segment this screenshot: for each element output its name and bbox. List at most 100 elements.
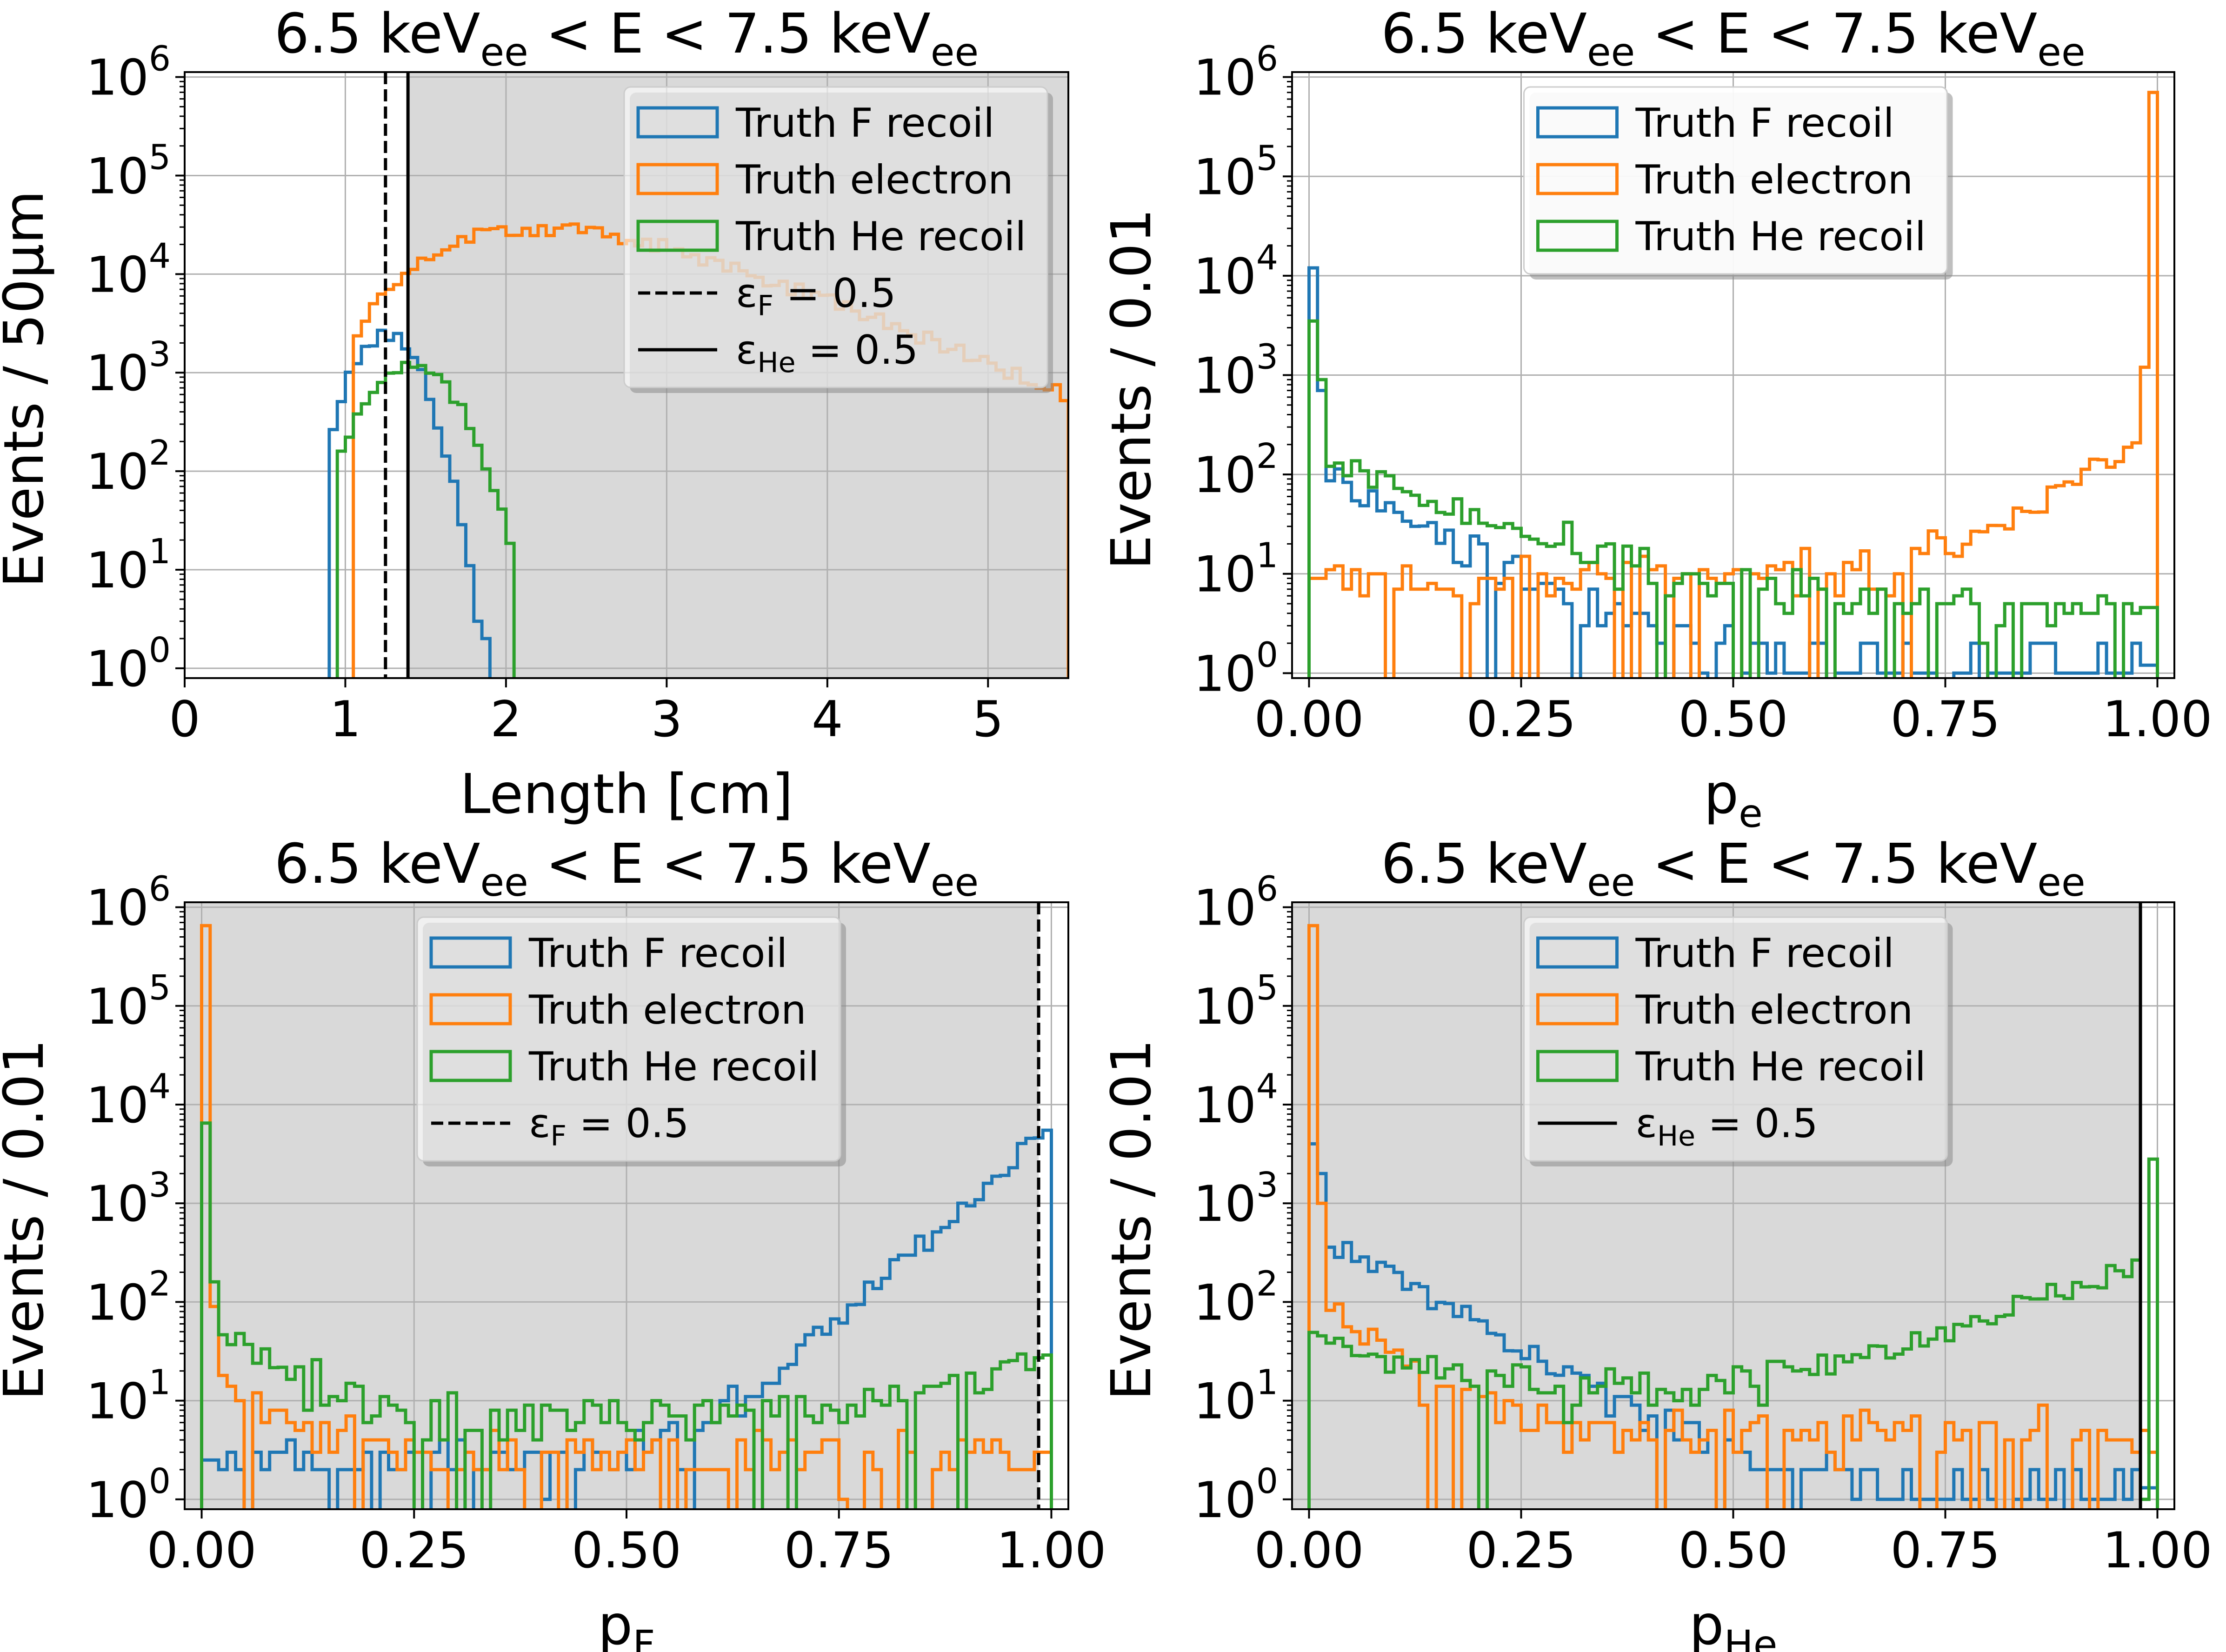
y-tick-label: 102 <box>86 1264 171 1331</box>
legend-swatch-f_recoil <box>636 106 719 139</box>
legend-swatch-he_recoil <box>1536 220 1619 252</box>
x-tick-label: 1.00 <box>2103 1522 2213 1579</box>
chart-title: 6.5 keVee < E < 7.5 keVee <box>274 1 979 75</box>
legend-swatch-he_recoil <box>1536 1050 1619 1082</box>
y-tick-label: 100 <box>1193 635 1278 702</box>
chart-length: 0 1 2 3 4 5 100 101 102 103 104 105 106 6.5 keVee < E… <box>0 1 1069 826</box>
y-tick-label: 100 <box>86 630 171 698</box>
legend-label: Truth electron <box>1635 987 1913 1033</box>
chart-pHe: 0.00 0.25 0.50 0.75 1.00 100 101 102 103 104 105 10… <box>1099 832 2213 1652</box>
x-axis-label: pHe <box>1689 1593 1778 1652</box>
y-tick-label: 100 <box>86 1461 171 1529</box>
legend: Truth F recoil Truth electron Truth He rec… <box>1523 86 1953 280</box>
legend-label: Truth F recoil <box>1635 100 1894 147</box>
x-tick-label: 1.00 <box>2103 691 2213 748</box>
legend-label: εF = 0.5 <box>736 270 896 322</box>
x-tick-label: 0.25 <box>1466 691 1576 748</box>
y-tick-label: 102 <box>1193 436 1278 504</box>
y-tick-label: 103 <box>86 1165 171 1232</box>
y-tick-label: 105 <box>86 137 171 205</box>
x-axis-label: Length [cm] <box>460 762 793 826</box>
chart-pe: 0.00 0.25 0.50 0.75 1.00 100 101 102 103 104 105 10… <box>1099 1 2213 836</box>
y-axis-label: Events / 0.01 <box>1099 208 1163 570</box>
y-tick-label: 101 <box>86 1363 171 1430</box>
legend-label: εF = 0.5 <box>529 1100 689 1152</box>
legend-box <box>1523 916 1948 1162</box>
x-tick-label: 0.50 <box>572 1522 681 1579</box>
legend-box <box>623 86 1048 388</box>
legend-label: Truth F recoil <box>1635 930 1894 977</box>
legend-swatch-electron <box>1536 993 1619 1026</box>
x-axis-label: pF <box>598 1593 655 1652</box>
x-tick-label: 5 <box>973 691 1004 748</box>
y-axis-label: Events / 50μm <box>0 190 56 587</box>
y-tick-label: 104 <box>1193 238 1278 305</box>
legend-swatch-f_recoil <box>1536 106 1619 139</box>
legend-label: Truth He recoil <box>528 1044 819 1090</box>
y-tick-label: 102 <box>1193 1264 1278 1331</box>
y-tick-label: 106 <box>86 39 171 107</box>
legend-swatch-f_recoil <box>429 936 512 969</box>
y-tick-label: 102 <box>86 433 171 500</box>
legend-swatch-he_recoil <box>429 1050 512 1082</box>
legend: Truth F recoil Truth electron Truth He rec… <box>416 916 846 1166</box>
y-axis-label: Events / 0.01 <box>1099 1039 1163 1400</box>
histogram-group <box>1307 91 2159 678</box>
histogram-he_recoil <box>1307 1157 2159 1509</box>
legend-label: Truth electron <box>1635 157 1913 203</box>
y-tick-label: 101 <box>1193 536 1278 603</box>
legend-label: Truth He recoil <box>735 213 1026 260</box>
y-tick-label: 100 <box>1193 1461 1278 1529</box>
x-tick-label: 0.50 <box>1678 1522 1788 1579</box>
legend-label: Truth F recoil <box>735 100 994 147</box>
chart-pF: 0.00 0.25 0.50 0.75 1.00 100 101 102 103 104 105 10… <box>0 832 1106 1652</box>
y-tick-label: 106 <box>1193 869 1278 937</box>
chart-title: 6.5 keVee < E < 7.5 keVee <box>1381 832 2085 905</box>
plot-frame <box>184 71 1069 679</box>
y-tick-label: 104 <box>86 1066 171 1134</box>
x-tick-label: 3 <box>651 691 682 748</box>
y-axis-label: Events / 0.01 <box>0 1039 56 1400</box>
x-tick-label: 1.00 <box>996 1522 1106 1579</box>
legend-label: εHe = 0.5 <box>736 327 918 379</box>
x-tick-label: 0.00 <box>1254 1522 1364 1579</box>
y-tick-label: 105 <box>86 968 171 1035</box>
legend-box <box>1523 86 1948 275</box>
histogram-f_recoil <box>1307 1142 2159 1509</box>
histogram-electron <box>1307 924 2159 1509</box>
x-tick-label: 0.25 <box>1466 1522 1576 1579</box>
histogram-group <box>200 924 1053 1509</box>
legend-box <box>416 916 841 1162</box>
x-tick-label: 4 <box>812 691 843 748</box>
histogram-group <box>1307 924 2159 1509</box>
legend-swatch-electron <box>1536 163 1619 195</box>
histogram-f_recoil <box>327 328 492 678</box>
y-tick-label: 104 <box>86 236 171 303</box>
y-tick-label: 103 <box>86 334 171 402</box>
y-tick-label: 105 <box>1193 138 1278 206</box>
y-tick-label: 105 <box>1193 968 1278 1035</box>
chart-title: 6.5 keVee < E < 7.5 keVee <box>1381 1 2085 75</box>
legend: Truth F recoil Truth electron Truth He rec… <box>623 86 1053 393</box>
y-tick-label: 106 <box>1193 39 1278 107</box>
legend-label: εHe = 0.5 <box>1636 1100 1818 1152</box>
x-axis-label: pe <box>1704 762 1763 836</box>
legend-swatch-electron <box>636 163 719 195</box>
y-tick-label: 103 <box>1193 337 1278 405</box>
histogram-he_recoil <box>200 1121 1053 1509</box>
legend-swatch-f_recoil <box>1536 936 1619 969</box>
legend-label: Truth He recoil <box>1635 1044 1926 1090</box>
legend: Truth F recoil Truth electron Truth He rec… <box>1523 916 1953 1166</box>
x-tick-label: 2 <box>490 691 521 748</box>
histogram-he_recoil <box>1307 319 2159 678</box>
x-tick-label: 0.50 <box>1678 691 1788 748</box>
x-tick-label: 0.75 <box>1891 1522 2000 1579</box>
x-tick-label: 0.00 <box>1254 691 1364 748</box>
x-tick-label: 1 <box>330 691 361 748</box>
x-tick-label: 0.25 <box>359 1522 469 1579</box>
y-tick-label: 106 <box>86 869 171 937</box>
y-tick-label: 104 <box>1193 1066 1278 1134</box>
legend-label: Truth electron <box>528 987 806 1033</box>
y-tick-label: 103 <box>1193 1165 1278 1232</box>
